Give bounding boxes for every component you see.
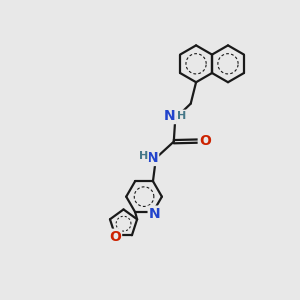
- Text: H: H: [139, 151, 148, 161]
- Text: O: O: [199, 134, 211, 148]
- Text: O: O: [109, 230, 121, 244]
- Text: N: N: [164, 109, 176, 123]
- Text: N: N: [148, 207, 160, 220]
- Text: N: N: [147, 151, 158, 165]
- Text: H: H: [177, 110, 186, 121]
